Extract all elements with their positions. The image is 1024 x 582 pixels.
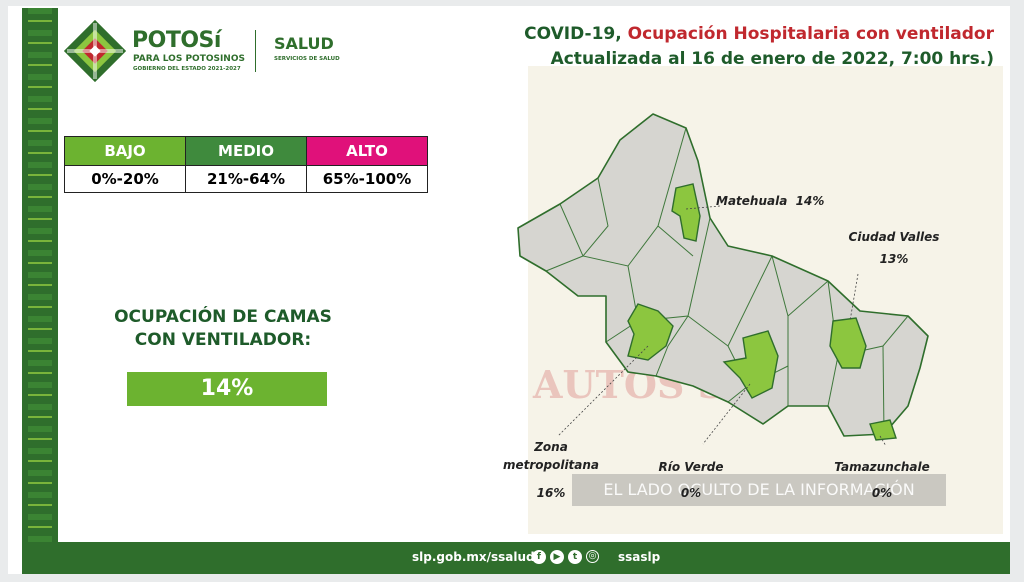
legend-range-medio: 21%-64% [185,165,307,193]
map-region-tamazunchale [869,419,897,441]
legend-range-alto: 65%-100% [306,165,428,193]
potosi-logo-icon [64,20,126,82]
legend-range-bajo: 0%-20% [64,165,186,193]
highlighted-regions [627,183,897,441]
youtube-icon[interactable]: ▶ [550,550,564,564]
page-title: COVID-19, Ocupación Hospitalaria con ven… [524,24,994,44]
map-region-north [517,113,929,437]
slide: AUTOS SNITSTO EL LADO OCULTO DE LA INFOR… [8,6,1010,574]
brand-tagline: PARA LOS POTOSINOS [133,54,245,64]
legend-header-alto: ALTO [306,136,428,166]
map-region-rio-verde [722,330,779,399]
label-ciudad-valles: Ciudad Valles 13% [848,230,940,266]
map-region-matehuala [671,183,701,242]
map-region-zona-metropolitana [627,303,674,361]
occupancy-title: OCUPACIÓN DE CAMAS CON VENTILADOR: [78,306,368,352]
legend-header-bajo: BAJO [64,136,186,166]
brand-name: POTOSí [132,28,221,53]
legend-header-medio: MEDIO [185,136,307,166]
title-accent: Ocupación Hospitalaria con ventilador [627,24,994,44]
page-subtitle: Actualizada al 16 de enero de 2022, 7:00… [550,49,994,69]
brand-divider [255,30,256,72]
salud-name: SALUD [274,34,334,53]
label-matehuala: Matehuala 14% [716,194,825,208]
instagram-icon[interactable]: ◎ [586,550,599,563]
occupancy-title-line2: CON VENTILADOR: [134,330,312,350]
label-rio-verde: Río Verde 0% [658,460,724,500]
legend-table: BAJO MEDIO ALTO 0%-20% 21%-64% 65%-100% [64,136,428,193]
salud-subtitle: SERVICIOS DE SALUD [274,56,340,62]
footer-handle[interactable]: ssaslp [618,550,661,564]
map-region-ciudad-valles [829,317,867,369]
occupancy-title-line1: OCUPACIÓN DE CAMAS [114,307,332,327]
state-map [517,113,929,446]
label-tamazunchale: Tamazunchale 0% [834,460,930,500]
leader-lines [557,205,887,446]
watermark-band: EL LADO OCULTO DE LA INFORMACIÓN [572,474,946,506]
footer-url[interactable]: slp.gob.mx/ssalud [412,550,535,564]
occupancy-value: 14% [127,372,327,406]
footer: slp.gob.mx/ssalud f ▶ t ◎ ssaslp [22,542,1010,574]
decorative-band [22,8,58,548]
facebook-icon[interactable]: f [532,550,546,564]
label-zona-metropolitana: Zona metropolitana 16% [502,440,600,500]
title-prefix: COVID-19, [524,24,628,44]
twitter-icon[interactable]: t [568,550,582,564]
brand-government: GOBIERNO DEL ESTADO 2021-2027 [133,66,241,72]
